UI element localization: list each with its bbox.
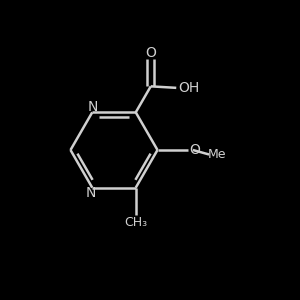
Text: Me: Me [207,148,226,161]
Text: N: N [88,100,98,114]
Text: N: N [85,186,96,200]
Text: OH: OH [178,81,200,95]
Text: CH₃: CH₃ [124,216,147,229]
Text: O: O [145,46,156,60]
Text: O: O [190,143,200,157]
